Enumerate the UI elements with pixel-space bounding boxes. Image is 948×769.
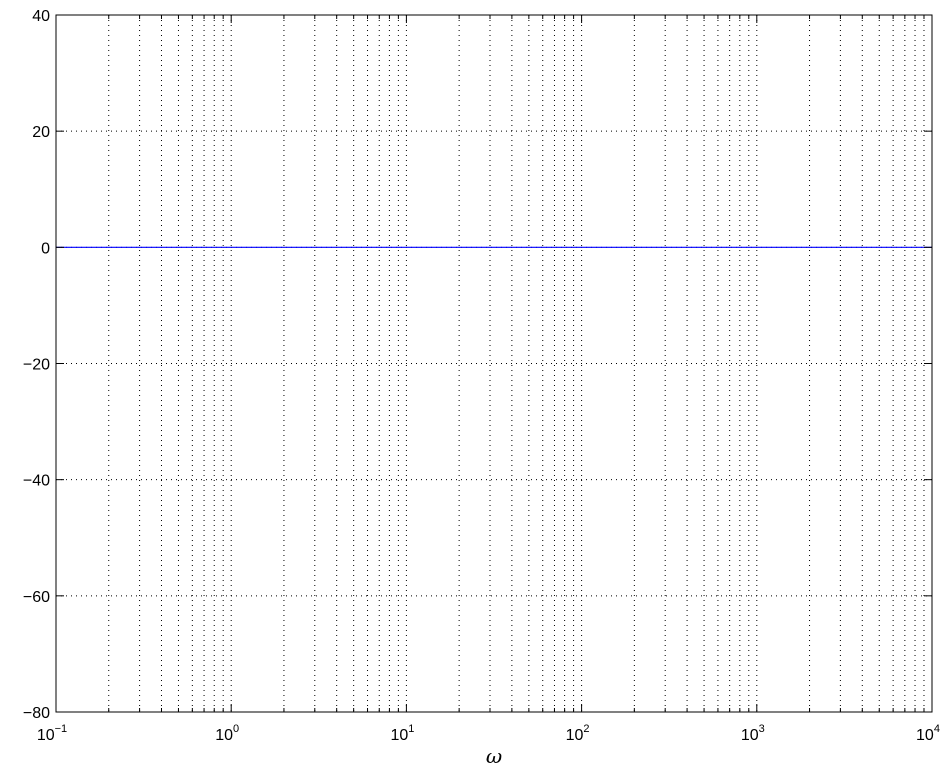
y-tick-label: −80	[23, 705, 50, 722]
x-axis-label: ω	[486, 744, 502, 768]
x-tick-base: 10	[390, 727, 408, 744]
x-tick-exponent: 2	[583, 723, 589, 735]
y-tick-label: 0	[41, 240, 50, 257]
x-tick-labels: 10−1 100 101 102 103 104	[37, 723, 940, 744]
y-tick-label: 20	[32, 124, 50, 141]
x-tick-base: 10	[741, 727, 759, 744]
x-tick-exponent: 1	[408, 723, 414, 735]
x-tick-label: 101	[390, 723, 414, 744]
y-tick-label: −40	[23, 473, 50, 490]
tick-marks	[55, 14, 932, 713]
x-tick-exponent: −1	[55, 723, 68, 735]
x-tick-exponent: 3	[759, 723, 765, 735]
x-tick-base: 10	[37, 727, 55, 744]
x-tick-label: 10−1	[37, 723, 67, 744]
x-tick-exponent: 4	[934, 723, 940, 735]
plot-background	[56, 15, 932, 712]
x-tick-base: 10	[215, 727, 233, 744]
x-tick-exponent: 0	[233, 723, 239, 735]
y-tick-label: 40	[32, 8, 50, 25]
x-tick-base: 10	[566, 727, 584, 744]
x-tick-label: 102	[566, 723, 590, 744]
y-tick-label: −60	[23, 589, 50, 606]
x-tick-label: 103	[741, 723, 765, 744]
y-tick-label: −20	[23, 357, 50, 374]
grid	[56, 15, 932, 712]
x-tick-label: 100	[215, 723, 239, 744]
x-tick-label: 104	[916, 723, 940, 744]
x-tick-base: 10	[916, 727, 934, 744]
y-tick-labels: 40 20 0 −20 −40 −60 −80	[23, 8, 50, 722]
